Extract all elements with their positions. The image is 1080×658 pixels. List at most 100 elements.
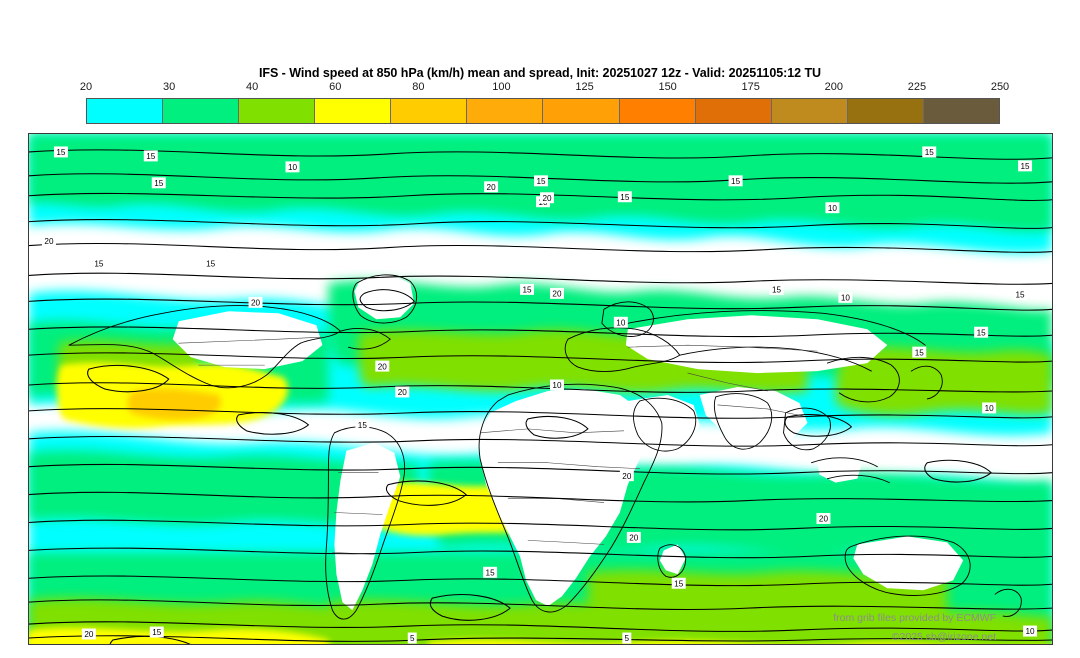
contour-label-box — [671, 577, 686, 589]
colorbar-band-yellow — [315, 99, 392, 123]
contour-label-20-21: 20 — [251, 299, 261, 308]
contour-label-5-38: 5 — [625, 634, 630, 643]
colorbar-tick-150: 150 — [658, 81, 677, 93]
contour-label-box — [149, 626, 164, 638]
contour-label-15-16: 15 — [522, 286, 532, 295]
contour-label-15-33: 15 — [486, 568, 496, 577]
copyright-credit: ©2025 sb@irizone.net — [891, 631, 996, 643]
contour-label-box — [484, 181, 499, 193]
colorbar-band-cyan — [87, 99, 164, 123]
contour-label-box — [355, 419, 370, 431]
contour-label-10-2: 10 — [288, 163, 298, 172]
contour-label-box — [395, 386, 410, 398]
contour-label-box — [91, 258, 106, 269]
contour-label-box — [203, 258, 218, 269]
contour-label-20-25: 20 — [378, 362, 388, 371]
contour-label-box — [769, 283, 784, 295]
colorbar-tick-40: 40 — [246, 81, 259, 93]
contour-label-20-26: 20 — [398, 388, 408, 397]
contour-label-box — [81, 628, 96, 640]
contour-label-box — [626, 531, 641, 543]
colorbar-bands — [86, 98, 1000, 124]
colorbar-band-gray-brown — [923, 99, 999, 123]
contour-label-20-13: 20 — [44, 237, 54, 246]
contour-label-15-24: 15 — [915, 348, 925, 357]
map-canvas[interactable]: 15 15 10 15 20 15 10 20 15 15 10 15 15 20 15 15 15 20 15 10… — [28, 133, 1053, 645]
contour-label-box — [912, 346, 927, 358]
colorbar-tick-225: 225 — [907, 81, 927, 93]
colorbar-band-dark-olive — [847, 99, 924, 123]
contour-label-15-9: 15 — [731, 177, 741, 186]
colorbar-tick-30: 30 — [162, 81, 176, 93]
contour-label-15-34: 15 — [674, 579, 684, 588]
colorbar-tick-80: 80 — [412, 81, 425, 93]
contour-label-box — [483, 566, 498, 578]
contour-label-20-7: 20 — [542, 194, 552, 203]
contour-label-20-30: 20 — [622, 472, 632, 481]
contour-label-box — [549, 379, 564, 391]
contour-label-box — [922, 146, 937, 158]
contour-label-15-14: 15 — [94, 260, 104, 269]
contour-label-15-1: 15 — [146, 152, 156, 161]
contour-label-box — [151, 177, 166, 189]
map-rendering: 15 15 10 15 20 15 10 20 15 15 10 15 15 20 15 15 15 20 15 10… — [29, 134, 1052, 644]
contour-label-20-31: 20 — [819, 515, 829, 524]
contour-label-box — [143, 150, 158, 162]
contour-label-box — [617, 191, 632, 203]
contour-label-box — [619, 470, 634, 482]
colorbar-band-orange — [543, 99, 620, 123]
contour-label-15-23: 15 — [977, 328, 987, 337]
contour-label-box — [825, 202, 840, 214]
contour-label-box — [982, 402, 997, 414]
contour-label-box — [1023, 625, 1038, 637]
colorbar-tick-20: 20 — [79, 81, 93, 93]
contour-label-box — [285, 161, 300, 173]
contour-label-20-17: 20 — [552, 290, 562, 299]
colorbar-band-spring-green — [163, 99, 240, 123]
colorbar-band-amber — [467, 99, 544, 123]
contour-label-box — [838, 291, 853, 303]
contour-label-20-32: 20 — [629, 534, 639, 543]
contour-label-10-10: 10 — [828, 204, 838, 213]
colorbar-tick-175: 175 — [741, 81, 760, 93]
colorbar-tick-100: 100 — [492, 81, 511, 93]
page-title: IFS - Wind speed at 850 hPa (km/h) mean … — [258, 66, 822, 80]
colorbar-tick-60: 60 — [329, 81, 342, 93]
contour-label-box — [622, 632, 632, 644]
contour-label-box — [53, 146, 68, 158]
contour-label-box — [407, 632, 417, 644]
colorbar-tick-labels: 20 30 40 60 80 100 125 150 175 200 225 250 — [80, 81, 1009, 97]
contour-label-box — [549, 287, 564, 299]
contour-label-10-19: 10 — [841, 294, 851, 303]
contour-label-box — [1013, 288, 1028, 300]
contour-label-15-29: 15 — [358, 421, 368, 430]
colorbar-band-olive-gold — [771, 99, 848, 123]
contour-label-20-35: 20 — [84, 630, 94, 639]
contour-label-10-28: 10 — [985, 404, 995, 413]
contour-label-15-18: 15 — [772, 286, 782, 295]
contour-label-box — [375, 360, 390, 372]
contour-label-15-11: 15 — [925, 148, 935, 157]
colorbar-band-dark-orange — [619, 99, 696, 123]
contour-label-15-15: 15 — [206, 260, 216, 269]
contour-label-20-4: 20 — [487, 183, 497, 192]
contour-label-15-8: 15 — [620, 193, 630, 202]
contour-label-15-20: 15 — [1016, 291, 1026, 300]
colorbar: 20 30 40 60 80 100 125 150 175 200 225 250 — [80, 81, 1009, 124]
contour-label-box — [540, 192, 554, 204]
contour-label-box — [728, 175, 743, 187]
contour-label-5-37: 5 — [410, 634, 415, 643]
contour-label-15-3: 15 — [154, 179, 164, 188]
contour-label-box — [613, 316, 628, 328]
contour-label-10-39: 10 — [1025, 627, 1035, 636]
contour-label-group: 15 15 10 15 20 15 10 20 15 15 10 15 15 20 15 15 15 20 15 10… — [41, 146, 1038, 644]
colorbar-tick-250: 250 — [990, 81, 1010, 93]
colorbar-band-chartreuse — [239, 99, 316, 123]
contour-label-box — [816, 513, 831, 524]
contour-label-15-12: 15 — [1021, 162, 1031, 171]
contour-label-15-0: 15 — [56, 148, 66, 157]
colorbar-tick-200: 200 — [824, 81, 843, 93]
colorbar-band-gold — [391, 99, 468, 123]
source-credit: from grib files provided by ECMWF — [833, 612, 996, 624]
